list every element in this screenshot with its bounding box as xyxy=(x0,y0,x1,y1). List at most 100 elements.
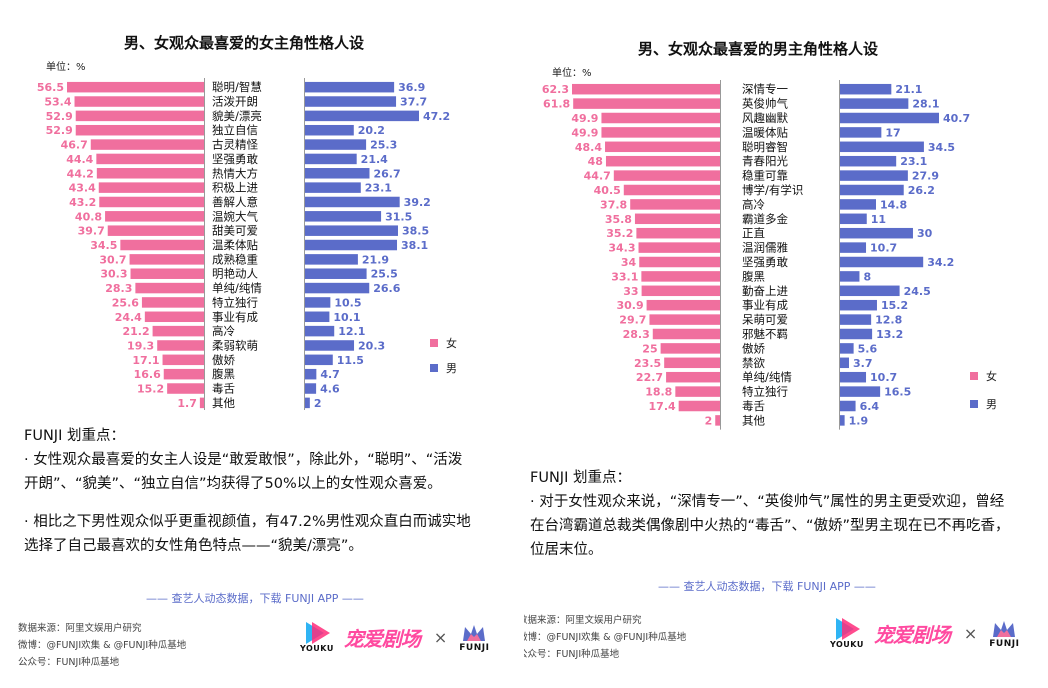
bar-male xyxy=(305,297,331,308)
category-label: 腹黑 xyxy=(742,269,765,283)
bar-male xyxy=(305,325,335,337)
category-label: 特立独行 xyxy=(212,295,258,309)
bar-male xyxy=(840,328,873,340)
brand-logos: YOUKU 宠爱剧场 × FUNJI xyxy=(830,618,1019,649)
data-label-male: 34.2 xyxy=(927,256,954,269)
bar-male xyxy=(840,170,908,181)
bar-male xyxy=(840,227,913,239)
legend-male-label: 男 xyxy=(446,362,457,375)
right-panel: 男、女观众最喜爱的男主角性格人设 单位：% 62.3 深情专一 21.1 61.8 英俊… xyxy=(524,0,1048,688)
bar-male xyxy=(305,211,382,222)
bar-male xyxy=(305,81,395,93)
legend-female-swatch xyxy=(970,372,978,380)
data-label-male: 10.1 xyxy=(333,311,360,324)
bar-male xyxy=(840,98,909,109)
data-label-male: 25.3 xyxy=(370,139,397,152)
bar-female xyxy=(107,225,204,236)
notes-paragraph-2: · 相比之下男性观众似乎更重视颜值，有47.2%男性观众直白而诚实地选择了自己最… xyxy=(24,514,471,554)
data-label-male: 5.6 xyxy=(858,342,878,355)
data-label-female: 29.7 xyxy=(619,314,646,327)
data-label-female: 1.7 xyxy=(177,397,197,410)
download-cta[interactable]: —— 查艺人动态数据，下载 FUNJI APP —— xyxy=(658,580,876,593)
funji-logo: FUNJI xyxy=(989,619,1019,649)
data-label-male: 15.2 xyxy=(881,299,908,312)
category-label: 毒舌 xyxy=(212,382,235,396)
legend-female-label: 女 xyxy=(986,370,997,383)
category-label: 博学/有学识 xyxy=(742,183,803,197)
data-label-female: 49.9 xyxy=(571,126,598,139)
bar-female xyxy=(678,400,720,412)
legend-male-swatch xyxy=(430,364,438,372)
category-label: 聪明睿智 xyxy=(742,140,788,154)
bar-female xyxy=(96,168,204,179)
bar-male xyxy=(840,127,882,138)
bar-male xyxy=(305,383,317,394)
bar-male xyxy=(840,299,877,311)
bar-male xyxy=(305,182,361,193)
data-label-female: 35.2 xyxy=(606,227,633,240)
category-label: 霸道多金 xyxy=(742,212,788,226)
data-label-male: 38.1 xyxy=(401,239,428,252)
bar-female xyxy=(74,96,204,107)
category-label: 禁欲 xyxy=(742,356,765,370)
category-label: 积极上进 xyxy=(212,181,258,195)
bar-female xyxy=(666,371,720,383)
bar-male xyxy=(305,139,367,150)
bar-female xyxy=(99,196,204,208)
data-label-male: 30 xyxy=(917,227,933,240)
bar-female xyxy=(638,242,720,253)
bar-male xyxy=(305,110,419,122)
data-label-male: 20.3 xyxy=(358,339,385,352)
data-label-female: 33.1 xyxy=(611,270,638,283)
bar-male xyxy=(305,225,398,236)
bar-male xyxy=(305,168,370,179)
data-label-male: 28.1 xyxy=(912,98,939,111)
data-label-female: 44.4 xyxy=(66,153,93,166)
bar-male xyxy=(840,314,872,325)
data-label-female: 56.5 xyxy=(37,81,64,94)
data-label-male: 11 xyxy=(871,213,886,226)
bar-female xyxy=(90,139,204,150)
funji-logo: FUNJI xyxy=(459,623,489,653)
legend-female: 女 xyxy=(430,335,457,351)
data-label-female: 62.3 xyxy=(542,83,569,96)
data-label-female: 46.7 xyxy=(61,139,88,152)
bar-male xyxy=(840,371,867,383)
chart-unit: 单位：% xyxy=(46,62,86,73)
bar-female xyxy=(649,314,720,325)
category-label: 明艳动人 xyxy=(212,267,258,281)
bar-female xyxy=(75,110,204,122)
category-label: 高冷 xyxy=(742,197,765,211)
category-label: 勤奋上进 xyxy=(742,284,788,298)
data-label-female: 40.5 xyxy=(594,184,621,197)
bar-male xyxy=(305,282,370,294)
category-label: 其他 xyxy=(742,413,765,427)
category-label: 其他 xyxy=(212,396,235,410)
youku-logo: YOUKU xyxy=(830,618,864,649)
bar-female xyxy=(601,127,720,138)
data-label-female: 37.8 xyxy=(600,198,627,211)
show-logo: 宠爱剧场 xyxy=(873,623,951,647)
chart-unit: 单位：% xyxy=(552,68,592,79)
legend-male: 男 xyxy=(430,360,457,376)
download-cta[interactable]: —— 查艺人动态数据，下载 FUNJI APP —— xyxy=(146,592,364,605)
data-label-female: 34 xyxy=(621,256,637,269)
data-label-male: 16.5 xyxy=(884,386,911,399)
legend-female-swatch xyxy=(430,339,438,347)
crown-icon xyxy=(463,624,486,641)
bar-male xyxy=(305,196,400,208)
footer-source: 数据来源：阿里文娱用户研究 xyxy=(524,615,642,626)
category-label: 傲娇 xyxy=(742,341,765,355)
category-label: 温婉大气 xyxy=(212,209,258,223)
bar-male xyxy=(305,96,397,107)
data-label-female: 17.4 xyxy=(649,400,676,413)
data-label-male: 47.2 xyxy=(423,110,450,123)
legend-male-label: 男 xyxy=(986,398,997,411)
bar-female xyxy=(162,354,204,366)
bar-female xyxy=(167,383,204,394)
category-label: 事业有成 xyxy=(742,298,788,312)
show-logo: 宠爱剧场 xyxy=(343,627,421,651)
category-label: 聪明/智慧 xyxy=(212,80,262,94)
data-label-male: 38.5 xyxy=(402,225,429,238)
category-label: 风趣幽默 xyxy=(742,111,788,125)
